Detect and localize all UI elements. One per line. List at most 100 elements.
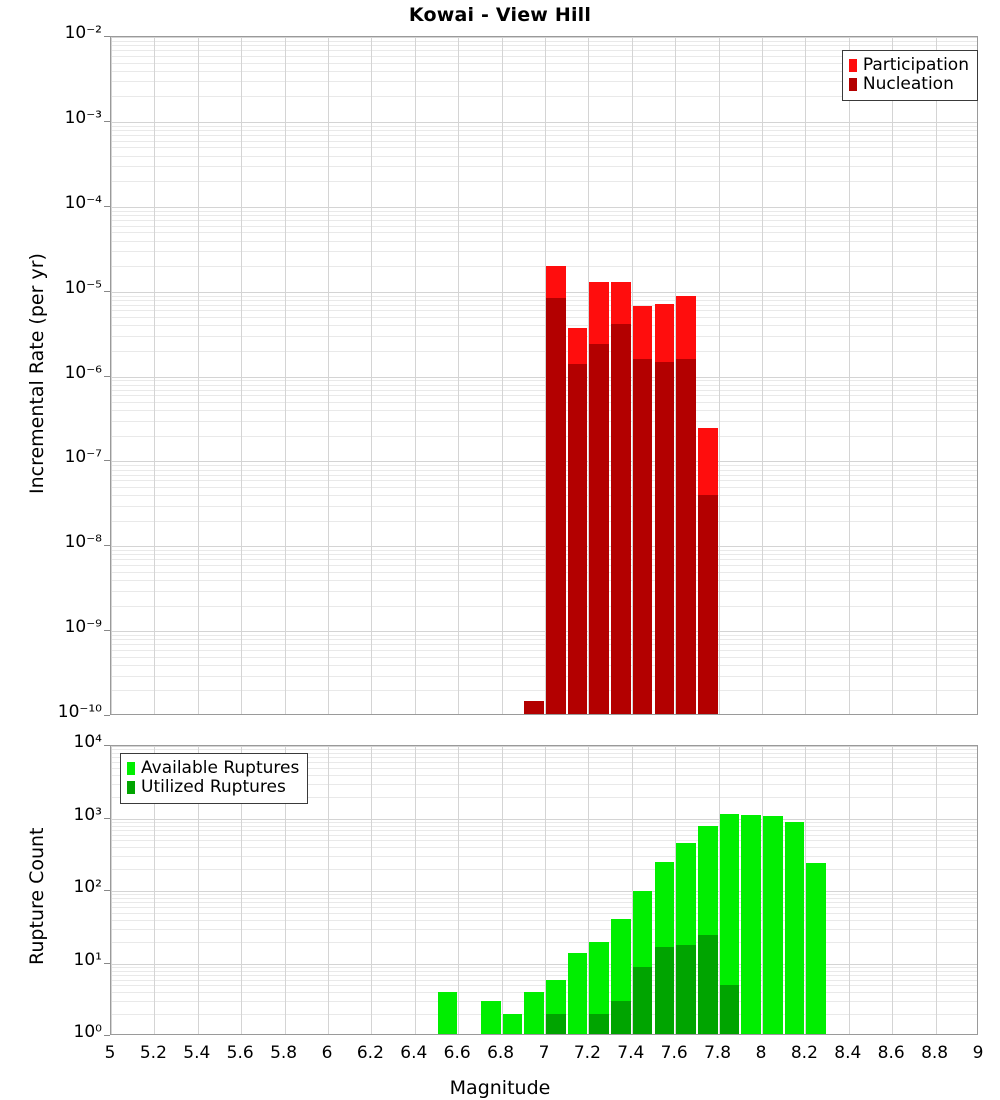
legend-swatch-icon [127, 781, 135, 794]
top-legend: Participation Nucleation [841, 50, 978, 101]
top-y-tick-mark [104, 630, 110, 631]
gridline-horizontal [111, 797, 977, 798]
gridline-horizontal [111, 232, 977, 233]
gridline-vertical [719, 746, 720, 1034]
x-tick-label: 7.6 [660, 1043, 688, 1063]
bar [611, 281, 631, 714]
gridline-vertical [285, 37, 286, 714]
gridline-horizontal [111, 296, 977, 297]
bar [611, 919, 631, 1034]
gridline-horizontal [111, 546, 977, 547]
gridline-horizontal [111, 226, 977, 227]
gridline-horizontal [111, 181, 977, 182]
gridline-vertical [328, 746, 329, 1034]
gridline-horizontal [111, 971, 977, 972]
gridline-vertical [719, 37, 720, 714]
bottom-y-tick-label: 10⁰ [73, 1022, 102, 1042]
bottom-y-tick-mark [104, 745, 110, 746]
gridline-vertical [849, 746, 850, 1034]
gridline-horizontal [111, 565, 977, 566]
gridline-vertical [154, 746, 155, 1034]
gridline-horizontal [111, 390, 977, 391]
gridline-horizontal [111, 81, 977, 82]
gridline-horizontal [111, 929, 977, 930]
bar-segment-inner [654, 946, 675, 1034]
x-tick-label: 9 [972, 1043, 984, 1063]
gridline-horizontal [111, 402, 977, 403]
gridline-horizontal [111, 762, 977, 763]
top-y-tick-label: 10⁻⁸ [64, 532, 102, 553]
gridline-horizontal [111, 559, 977, 560]
gridline-horizontal [111, 325, 977, 326]
gridline-horizontal [111, 967, 977, 968]
bar [654, 862, 675, 1034]
gridline-horizontal [111, 141, 977, 142]
gridline-vertical [762, 37, 763, 714]
gridline-horizontal [111, 746, 977, 747]
bar [741, 815, 761, 1034]
bar [676, 842, 696, 1034]
top-y-tick-mark [104, 715, 110, 716]
bar-segment-inner [524, 701, 544, 714]
gridline-horizontal [111, 784, 977, 785]
bar [524, 701, 544, 714]
gridline-horizontal [111, 869, 977, 870]
gridline-vertical [936, 746, 937, 1034]
gridline-horizontal [111, 657, 977, 658]
bar-segment-inner [697, 934, 718, 1034]
gridline-vertical [328, 37, 329, 714]
gridline-horizontal [111, 606, 977, 607]
gridline-horizontal [111, 480, 977, 481]
gridline-vertical [198, 37, 199, 714]
top-y-tick-mark [104, 206, 110, 207]
x-axis-label: Magnitude [449, 1077, 551, 1099]
bar [502, 1014, 523, 1034]
gridline-horizontal [111, 305, 977, 306]
gridline-horizontal [111, 310, 977, 311]
top-y-tick-label: 10⁻⁹ [64, 617, 102, 638]
top-y-tick-mark [104, 376, 110, 377]
gridline-horizontal [111, 830, 977, 831]
gridline-horizontal [111, 207, 977, 208]
gridline-horizontal [111, 351, 977, 352]
gridline-horizontal [111, 71, 977, 72]
legend-label: Utilized Ruptures [141, 777, 286, 797]
bar [632, 891, 653, 1034]
gridline-vertical [936, 37, 937, 714]
gridline-horizontal [111, 220, 977, 221]
bar-segment-inner [589, 1014, 610, 1034]
gridline-horizontal [111, 980, 977, 981]
gridline-horizontal [111, 50, 977, 51]
gridline-vertical [502, 746, 503, 1034]
gridline-horizontal [111, 156, 977, 157]
bottom-y-tick-mark [104, 818, 110, 819]
gridline-horizontal [111, 130, 977, 131]
gridline-vertical [762, 746, 763, 1034]
x-tick-label: 5.2 [139, 1043, 167, 1063]
gridline-horizontal [111, 135, 977, 136]
gridline-horizontal [111, 37, 977, 38]
bar-segment-inner [676, 359, 696, 714]
gridline-horizontal [111, 898, 977, 899]
gridline-horizontal [111, 665, 977, 666]
gridline-vertical [502, 37, 503, 714]
gridline-horizontal [111, 847, 977, 848]
gridline-horizontal [111, 964, 977, 965]
gridline-horizontal [111, 317, 977, 318]
x-tick-label: 7.2 [573, 1043, 601, 1063]
gridline-vertical [415, 746, 416, 1034]
bar-segment-inner [719, 985, 740, 1034]
gridline-horizontal [111, 753, 977, 754]
gridline-horizontal [111, 822, 977, 823]
gridline-horizontal [111, 300, 977, 301]
x-tick-label: 8 [755, 1043, 767, 1063]
gridline-horizontal [111, 913, 977, 914]
gridline-horizontal [111, 591, 977, 592]
top-y-tick-label: 10⁻¹⁰ [57, 702, 102, 722]
bar-segment-inner [697, 495, 718, 714]
gridline-horizontal [111, 975, 977, 976]
gridline-horizontal [111, 211, 977, 212]
x-tick-label: 7.8 [704, 1043, 732, 1063]
top-y-tick-label: 10⁻² [64, 23, 102, 43]
